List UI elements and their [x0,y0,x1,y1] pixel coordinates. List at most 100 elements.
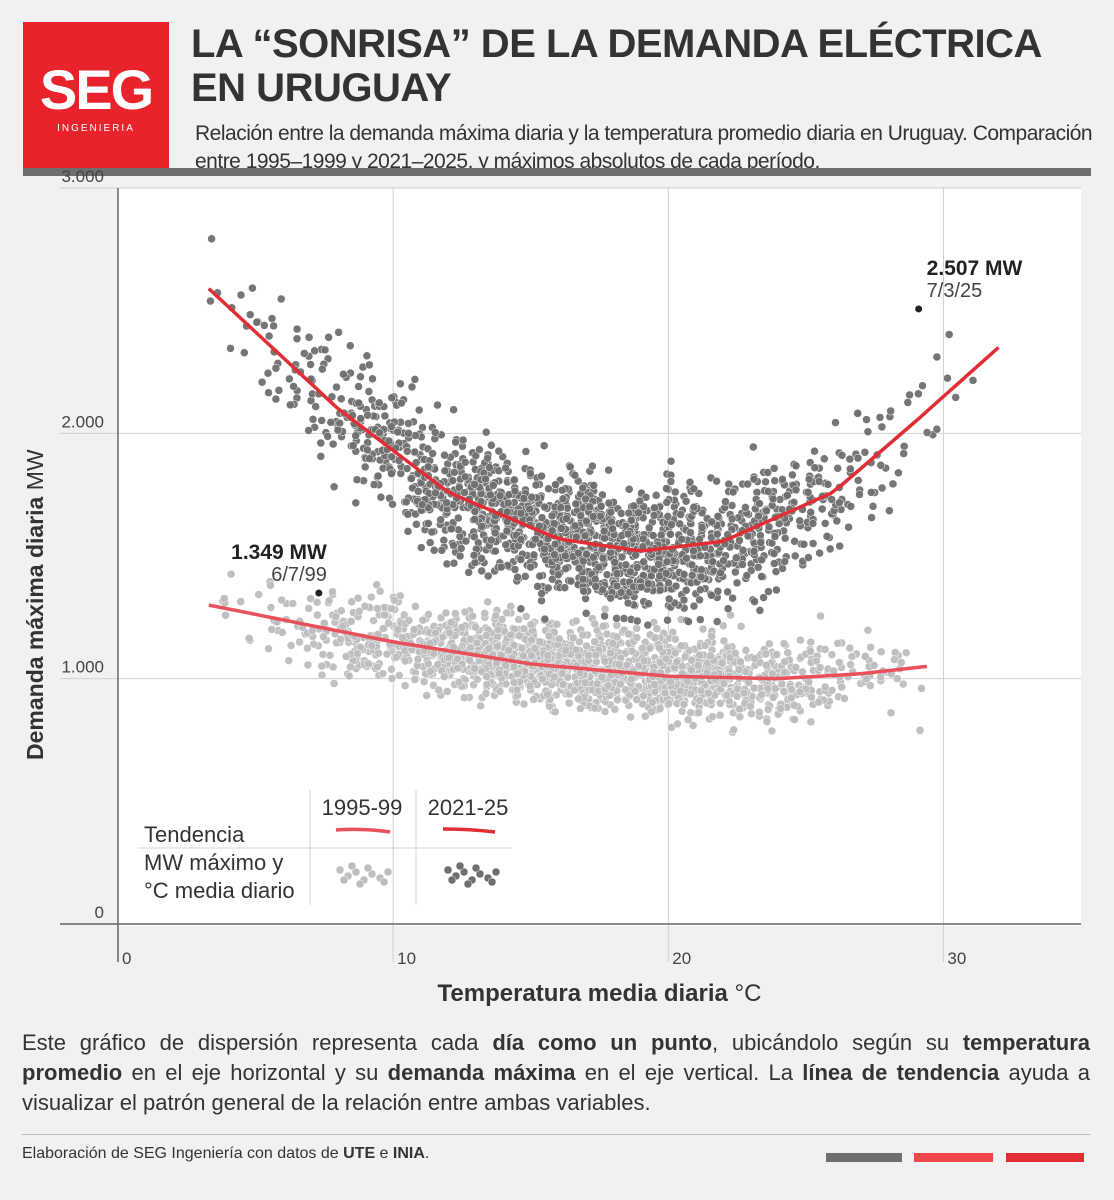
scatter-point [662,557,672,566]
scatter-point [535,637,545,647]
scatter-point [449,558,459,568]
scatter-point [470,515,479,524]
scatter-point [763,705,773,714]
scatter-point [337,394,346,404]
desc-bold-1: día como un punto [492,1030,713,1055]
scatter-point [761,649,771,659]
scatter-point [531,480,541,490]
scatter-point [351,431,360,440]
desc-part-1: Este gráfico de dispersión representa ca… [22,1030,493,1055]
scatter-point [892,674,902,683]
scatter-point [375,428,384,438]
scatter-point [561,551,570,561]
scatter-point [550,550,559,559]
scatter-point [396,379,405,389]
scatter-point [360,462,370,472]
scatter-point [644,599,653,608]
scatter-point [631,550,640,560]
scatter-point [334,328,343,337]
scatter-point [585,502,594,512]
scatter-point [803,488,813,497]
scatter-point [932,424,942,434]
scatter-point [454,525,463,535]
scatter-point [661,654,671,664]
scatter-point [602,629,612,639]
scatter-point [806,647,815,656]
scatter-point [696,551,705,561]
footer-bar-light-red [914,1153,993,1162]
scatter-point [376,492,386,502]
scatter-point [749,442,758,452]
scatter-point [833,464,842,473]
scatter-point [393,625,403,634]
scatter-point [570,521,580,531]
scatter-point [448,476,458,485]
scatter-point [516,555,526,564]
scatter-point [472,638,482,648]
scatter-point [780,533,790,543]
scatter-point [494,446,504,456]
scatter-point [617,509,626,518]
scatter-point [431,488,440,498]
scatter-point [458,435,468,445]
scatter-point [422,691,431,700]
scatter-point [344,671,354,681]
scatter-point [837,682,846,692]
scatter-point [650,680,659,689]
scatter-point [221,610,230,620]
scatter-point [905,390,914,400]
scatter-point [289,382,298,391]
scatter-point [804,474,814,484]
scatter-point [622,660,632,670]
scatter-point [716,568,725,578]
scatter-point [516,604,526,614]
scatter-point [650,687,660,697]
scatter-point [413,654,423,664]
legend-col-2021-25: 2021-25 [428,795,509,820]
scatter-point [589,481,598,490]
scatter-point [548,574,557,584]
scatter-point [663,512,673,521]
scatter-point [310,346,319,356]
scatter-point [354,382,363,391]
scatter-point [651,491,661,500]
scatter-point [696,585,705,594]
scatter-point [252,318,262,327]
scatter-point [271,363,281,373]
desc-bold-4: línea de tendencia [802,1060,1000,1085]
scatter-point [783,491,792,500]
scatter-point [483,453,492,463]
scatter-point [684,617,693,626]
scatter-point [558,680,568,689]
scatter-point [244,634,254,643]
scatter-point [460,607,470,617]
scatter-point [403,447,412,456]
scatter-point [660,688,670,698]
scatter-point [576,704,585,713]
scatter-point [527,492,536,502]
scatter-point [493,642,502,651]
scatter-point [723,604,733,613]
scatter-point [495,687,505,696]
scatter-point [606,508,616,517]
scatter-point [790,537,799,546]
scatter-point [226,344,235,353]
scatter-point [632,633,642,642]
scatter-point [450,468,459,477]
footer-bar-red [1006,1153,1084,1162]
max-date-label: 6/7/99 [271,564,327,586]
scatter-point [240,348,249,357]
scatter-point [623,598,633,608]
scatter-point [846,464,855,474]
scatter-point [591,650,601,660]
scatter-point [236,290,246,300]
scatter-point [689,502,699,512]
scatter-point [719,556,728,565]
scatter-point [547,511,557,521]
scatter-point [700,641,710,650]
scatter-point [742,571,752,580]
scatter-point [266,581,275,590]
scatter-point [656,530,666,540]
scatter-point [664,578,673,588]
scatter-point [689,484,699,494]
